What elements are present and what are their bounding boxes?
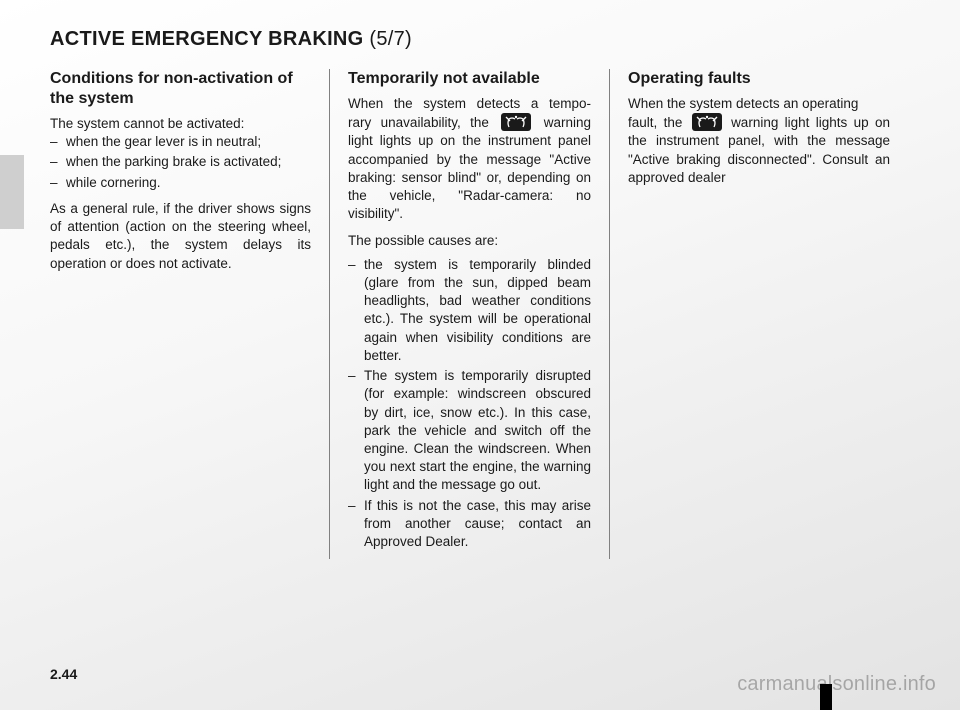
list-text: when the parking brake is activated; [66,153,311,171]
heading-faults: Operating faults [628,69,890,89]
fault-line-a: When the system detects an operating [628,95,890,113]
conditions-list: – when the gear lever is in neutral; – w… [50,133,311,192]
dash-icon: – [348,256,364,365]
title-page-count: (5/7) [369,28,412,50]
page-title: ACTIVE EMERGENCY BRAKING (5/7) [40,28,920,51]
list-text: the system is temporarily blinded (glare… [364,256,591,365]
active-braking-warning-icon [692,113,722,131]
causes-list: – the system is temporarily blinded (gla… [348,256,591,552]
manual-page: ACTIVE EMERGENCY BRAKING (5/7) Condition… [0,0,960,710]
conditions-intro: The system cannot be activated: [50,115,311,133]
list-item: – when the gear lever is in neutral; [50,133,311,151]
active-braking-warning-icon [501,113,531,131]
list-text: If this is not the case, this may arise … [364,497,591,552]
dash-icon: – [348,367,364,495]
list-text: while cornering. [66,174,311,192]
column-temporary: Temporarily not available When the syste… [330,69,610,559]
list-item: – the system is temporarily blinded (gla… [348,256,591,365]
list-item: – The system is temporarily disrupted (f… [348,367,591,495]
list-text: The system is temporarily disrupted (for… [364,367,591,495]
causes-intro: The possible causes are: [348,232,591,250]
dash-icon: – [50,174,66,192]
content-columns: Conditions for non-activation of the sys… [40,69,920,559]
section-side-tab [0,155,24,229]
column-conditions: Conditions for non-activation of the sys… [50,69,330,559]
page-number: 2.44 [50,666,77,682]
conditions-note: As a general rule, if the driver shows s… [50,200,311,273]
dash-icon: – [50,133,66,151]
heading-temporary: Temporarily not available [348,69,591,89]
list-item: – when the parking brake is activated; [50,153,311,171]
column-faults: Operating faults When the system detects… [610,69,890,559]
list-item: – If this is not the case, this may aris… [348,497,591,552]
title-main: ACTIVE EMERGENCY BRAKING [50,28,364,50]
list-item: – while cornering. [50,174,311,192]
fault-line-b: fault, the [628,115,682,130]
dash-icon: – [348,497,364,552]
dash-icon: – [50,153,66,171]
temp-line-a: When the system detects a tempo- [348,95,591,113]
list-text: when the gear lever is in neutral; [66,133,311,151]
temp-line-b: rary unavailability, the [348,115,489,130]
temporary-paragraph: When the system detects a tempo- rary un… [348,95,591,224]
temp-line-c: warning light lights up on the instrumen… [348,115,591,221]
watermark-text: carmanualsonline.info [737,673,936,696]
faults-paragraph: When the system detects an operating fau… [628,95,890,187]
heading-conditions: Conditions for non-activation of the sys… [50,69,311,109]
